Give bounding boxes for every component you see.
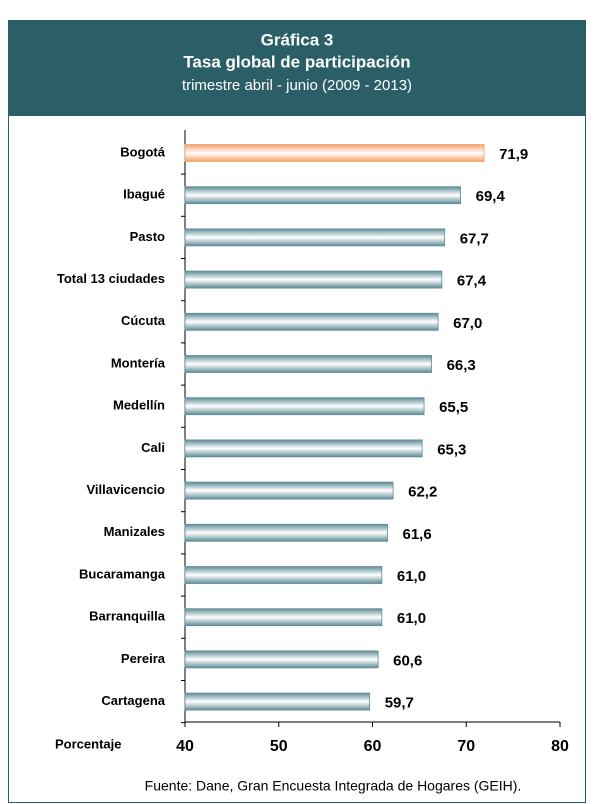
value-label: 65,5 [439,399,468,416]
value-label: 67,4 [457,273,487,290]
bar [184,566,383,584]
bar [184,523,388,542]
y-tick-label: Cartagena [101,693,165,708]
bar [184,481,394,500]
y-tick-label: Ibagué [123,187,165,202]
y-tick-label: Pereira [121,651,166,666]
y-tick-label: Villavicencio [86,482,165,497]
bar [184,144,485,162]
y-tick-label: Bucaramanga [79,566,166,581]
bar [184,439,423,458]
value-label: 61,6 [403,526,432,543]
value-label: 67,0 [453,315,482,332]
y-tick-label: Barranquilla [89,609,166,624]
chart-period: trimestre abril - junio (2009 - 2013) [182,77,412,94]
x-tick-label: 80 [551,738,569,755]
bar [184,650,379,669]
y-tick-label: Medellín [113,398,165,413]
chart-title: Gráfica 3 [261,30,334,49]
value-label: 65,3 [437,441,466,458]
x-tick-label: 60 [364,738,382,755]
bar [184,312,439,331]
value-label: 60,6 [393,652,422,669]
bar [184,355,432,373]
value-label: 67,7 [460,230,489,247]
y-tick-label: Bogotá [120,144,166,159]
bar [184,608,383,627]
y-tick-label: Cúcuta [121,313,166,328]
value-label: 61,0 [397,568,426,585]
bar [184,270,443,289]
bar [184,186,462,205]
chart-subtitle: Tasa global de participación [183,52,410,71]
y-tick-label: Montería [111,355,166,370]
source: Fuente: Dane, Gran Encuesta Integrada de… [145,778,522,794]
x-tick-label: 40 [176,738,194,755]
value-label: 66,3 [447,357,476,374]
value-label: 61,0 [397,610,426,627]
y-tick-label: Cali [141,440,165,455]
x-axis-label: Porcentaje [55,736,121,751]
header [8,20,586,116]
x-tick-label: 50 [270,738,288,755]
bar [184,692,371,711]
value-label: 62,2 [408,484,437,501]
value-label: 69,4 [476,188,506,205]
value-label: 59,7 [385,695,414,712]
y-tick-label: Manizales [104,524,165,539]
y-tick-label: Total 13 ciudades [57,271,165,286]
y-tick-label: Pasto [130,229,165,244]
bar [184,228,446,247]
value-label: 71,9 [499,146,528,163]
x-tick-label: 70 [457,738,475,755]
bar [184,397,425,416]
